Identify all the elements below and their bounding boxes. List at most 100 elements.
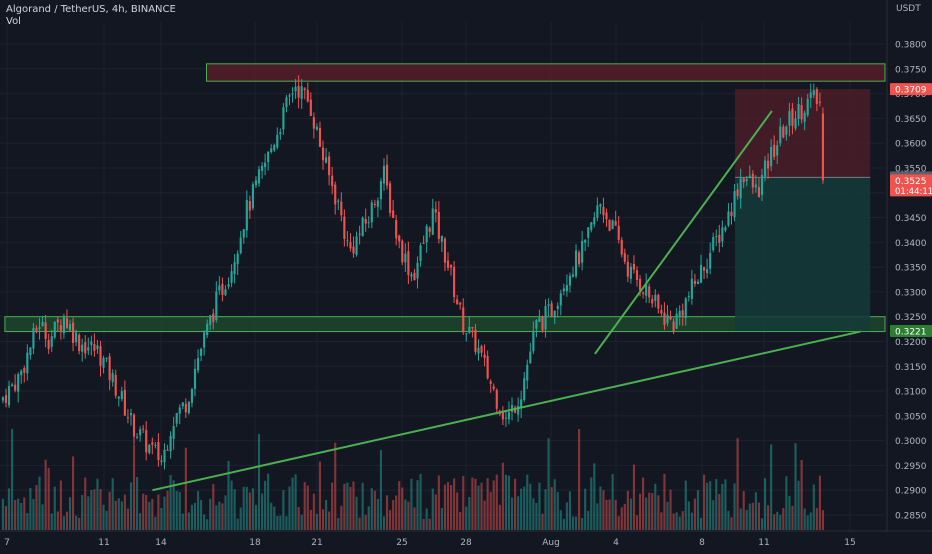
candle-body (68, 324, 72, 331)
volume-bar (404, 499, 407, 530)
candle-body (196, 357, 200, 371)
volume-bar (41, 504, 44, 530)
candle-body (541, 316, 544, 331)
volume-bar (17, 498, 20, 530)
candle-body (581, 240, 584, 263)
volume-bar (139, 513, 142, 530)
last-price-label-countdown: 01:44:11 (895, 187, 932, 197)
candle-body (815, 89, 818, 104)
volume-bar (392, 500, 395, 530)
volume-bar (169, 475, 172, 530)
volume-bar (428, 518, 431, 530)
candle-body (434, 209, 437, 213)
volume-bar (706, 482, 709, 530)
volume-bar (175, 490, 178, 530)
volume-bar (157, 494, 160, 530)
candle-body (352, 246, 355, 254)
volume-bar (535, 503, 538, 530)
volume-bar (7, 488, 11, 530)
volume-bar (200, 499, 203, 530)
candle-body (706, 269, 709, 274)
volume-bar (410, 478, 413, 530)
candle-body (770, 146, 773, 167)
candle-body (379, 181, 383, 200)
volume-bar (370, 488, 373, 530)
volume-bar (212, 484, 215, 530)
volume-bar (547, 438, 550, 530)
candle-body (523, 378, 526, 401)
volume-bar (413, 507, 416, 530)
volume-bar (431, 488, 434, 530)
candle-body (193, 368, 197, 389)
volume-bar (434, 494, 437, 530)
volume-bar (776, 511, 779, 530)
volume-bar (221, 503, 224, 530)
candle-body (361, 217, 364, 237)
volume-bar (111, 478, 114, 530)
volume-bar (748, 503, 751, 530)
volume-bar (767, 505, 770, 530)
volume-bar (712, 500, 715, 530)
volume-bar (81, 494, 84, 530)
volume-bar (709, 481, 712, 530)
volume-bar (587, 510, 590, 530)
candle-body (395, 220, 398, 239)
volume-bar (785, 476, 788, 530)
candle-body (760, 174, 764, 195)
volume-bar (453, 478, 456, 530)
volume-bar (218, 501, 221, 530)
candle-body (349, 242, 352, 249)
candle-body (276, 134, 279, 148)
candle-body (413, 272, 416, 281)
volume-bar (477, 485, 480, 530)
volume-bar (398, 481, 401, 530)
candle-body (175, 413, 178, 424)
candle-body (215, 291, 218, 321)
volume-bar (696, 490, 700, 530)
candle-body (321, 147, 325, 161)
candle-body (23, 368, 26, 373)
volume-bar (507, 475, 511, 530)
volume-bar (209, 498, 212, 530)
volume-bar (425, 508, 428, 530)
candle-body (617, 225, 620, 241)
candle-body (166, 449, 169, 451)
candle-body (782, 126, 785, 138)
volume-bar (187, 512, 190, 530)
candle-body (56, 319, 59, 323)
candle-body (584, 239, 587, 243)
candle-body (239, 237, 242, 254)
candle-body (562, 288, 565, 292)
candle-body (678, 310, 681, 317)
candle-body (791, 108, 794, 126)
volume-bar (501, 462, 504, 530)
candle-body (392, 210, 395, 218)
volume-bar (257, 433, 261, 530)
volume-bar (657, 495, 660, 530)
candle-body (443, 238, 447, 263)
volume-bar (654, 483, 657, 530)
volume-bar (574, 516, 578, 530)
volume-bar (745, 509, 748, 530)
volume-bar (291, 477, 294, 530)
candle-body (108, 356, 111, 381)
candle-body (501, 411, 504, 420)
candle-body (462, 307, 465, 333)
stop-price-label: 0.3709 (895, 86, 927, 96)
candle-body (535, 319, 538, 329)
volume-bar (629, 498, 632, 530)
candle-body (154, 444, 157, 446)
volume-bar (645, 497, 648, 530)
rising-trendline (594, 110, 773, 355)
volume-bar (215, 505, 218, 530)
volume-bar (529, 483, 532, 530)
volume-bar (446, 482, 450, 530)
volume-bar (395, 495, 398, 530)
candle-body (224, 289, 227, 296)
candle-body (181, 402, 184, 407)
candle-body (800, 105, 803, 120)
candle-body (532, 331, 535, 352)
candle-body (702, 267, 706, 271)
